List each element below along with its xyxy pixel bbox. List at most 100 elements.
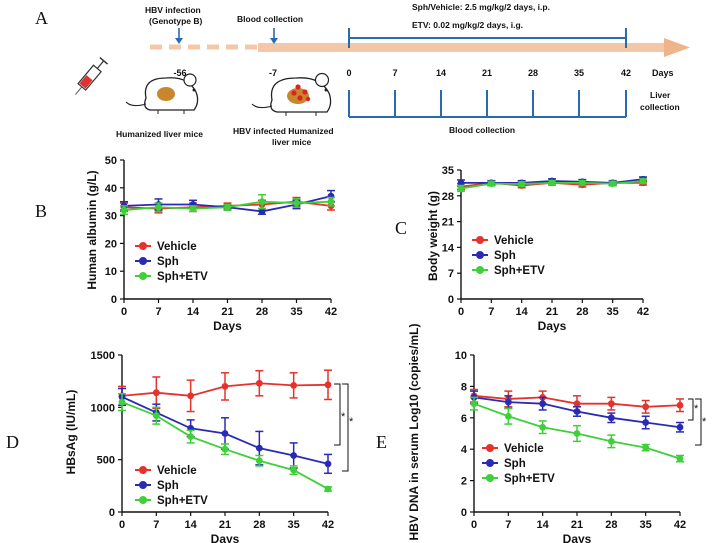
data-point	[152, 389, 160, 397]
x-tick-label: 35	[288, 519, 300, 531]
y-tick-label: 40	[105, 183, 117, 195]
significance-brackets-e: * *	[688, 398, 707, 446]
data-point	[504, 398, 512, 406]
series-sph	[118, 387, 332, 475]
series-sph-etv	[457, 177, 647, 193]
legend-label: Sph	[504, 458, 526, 470]
sph-vehicle-dose-label: Sph/Vehicle: 2.5 mg/kg/2 days, i.p.	[412, 2, 550, 12]
data-point	[504, 412, 512, 420]
chart-body-weight: 0 7 14 21 28 35 0 7 14 21 28 35 42 Days Body weight (g…	[426, 165, 649, 333]
treatment-bracket	[348, 28, 627, 48]
legend-label: Vehicle	[157, 241, 197, 253]
data-point	[255, 444, 263, 452]
data-point	[539, 423, 547, 431]
panel-letter-e: E	[376, 432, 387, 452]
data-point	[118, 398, 126, 406]
x-tick-label: 7	[488, 306, 494, 318]
y-tick-label: 8	[461, 381, 467, 393]
data-point	[573, 400, 581, 408]
legend: Vehicle Sph Sph+ETV	[472, 235, 545, 277]
data-point	[290, 452, 298, 459]
timeline-tick-label: 21	[482, 68, 492, 78]
legend-label: Vehicle	[494, 235, 534, 247]
y-tick-label: 35	[442, 165, 454, 177]
legend-label: Sph+ETV	[504, 473, 555, 485]
data-point	[293, 199, 300, 207]
significance-brackets-d: * *	[334, 383, 354, 472]
chart-hbsag: 0 500 1000 1500 0 7 14 21 28 35 42 Days HBsAg (IU/mL…	[64, 350, 334, 543]
legend-marker	[139, 242, 147, 250]
legend-label: Sph	[494, 250, 516, 262]
x-axis-title: Days	[563, 532, 592, 543]
x-tick-label: 28	[253, 519, 265, 531]
legend-label: Sph	[157, 480, 179, 492]
data-point	[487, 180, 495, 188]
legend-marker	[476, 236, 484, 244]
data-point	[642, 444, 650, 452]
timeline-tick-label: 35	[574, 68, 584, 78]
timeline-tick-label: -56	[173, 68, 186, 78]
timeline-tick-label: 7	[392, 68, 397, 78]
legend: Vehicle Sph Sph+ETV	[135, 241, 208, 283]
y-tick-label: 14	[442, 242, 455, 254]
y-tick-label: 7	[448, 268, 454, 280]
timeline-tick-labels: -56 -7 0 7 14 21 28 35 42	[173, 68, 631, 78]
legend-label: Sph	[157, 256, 179, 268]
data-point	[457, 185, 465, 192]
data-point	[518, 180, 526, 188]
legend-marker	[139, 466, 147, 474]
y-tick-label: 0	[448, 294, 454, 306]
data-point	[676, 423, 684, 431]
legend-marker	[139, 257, 147, 265]
x-tick-label: 14	[537, 519, 550, 531]
y-tick-label: 1500	[91, 350, 115, 362]
legend-marker	[486, 474, 494, 482]
data-point	[457, 179, 465, 187]
data-point	[676, 401, 684, 409]
data-point	[152, 412, 160, 420]
timeline-tick-label: 28	[528, 68, 538, 78]
data-point	[324, 460, 332, 468]
x-tick-label: 21	[571, 519, 583, 531]
x-tick-label: 28	[576, 306, 588, 318]
x-tick-label: 35	[607, 306, 619, 318]
y-tick-label: 28	[442, 191, 454, 203]
x-tick-label: 0	[458, 306, 464, 318]
legend-label: Sph+ETV	[157, 271, 208, 283]
data-point	[607, 400, 615, 408]
data-point	[221, 383, 229, 390]
data-point	[642, 419, 650, 426]
humanized-mice-label: Humanized liver mice	[116, 129, 203, 139]
infection-arrow-icon	[175, 28, 183, 44]
panel-letter-a: A	[35, 8, 48, 28]
legend-marker	[476, 266, 484, 274]
data-point	[573, 408, 581, 415]
data-point	[642, 403, 650, 411]
y-tick-label: 0	[461, 507, 467, 519]
timeline-tick-label: -7	[269, 68, 277, 78]
significance-star-e1: *	[694, 403, 699, 415]
y-tick-label: 500	[97, 455, 115, 467]
x-tick-label: 14	[185, 519, 198, 531]
blood-collection-bottom-label: Blood collection	[449, 125, 515, 135]
data-point	[258, 208, 266, 215]
data-point	[470, 400, 478, 408]
blood-collection-top-label: Blood collection	[237, 14, 303, 24]
y-axis-title: HBV DNA in serum Log10 (copies/mL)	[407, 324, 421, 541]
chart-hbv-dna: 0 2 4 6 8 10 0 7 14 21 28 35 42 Days HBV DNA in serum …	[407, 324, 686, 543]
legend-label: Sph+ETV	[494, 265, 545, 277]
x-tick-label: 14	[516, 306, 529, 318]
y-tick-label: 1000	[91, 402, 115, 414]
series-sph-etv	[118, 392, 332, 493]
timeline-bar	[258, 43, 666, 52]
data-point	[539, 400, 547, 408]
blood-collection-arrow-icon	[270, 28, 278, 44]
data-point	[578, 179, 586, 187]
data-point	[255, 379, 263, 387]
legend-label: Sph+ETV	[157, 495, 208, 507]
liver-collection-label-line2: collection	[640, 102, 680, 112]
timeline-arrowhead-icon	[664, 38, 690, 57]
significance-star-d2: *	[349, 416, 354, 428]
x-tick-label: 42	[322, 519, 334, 531]
